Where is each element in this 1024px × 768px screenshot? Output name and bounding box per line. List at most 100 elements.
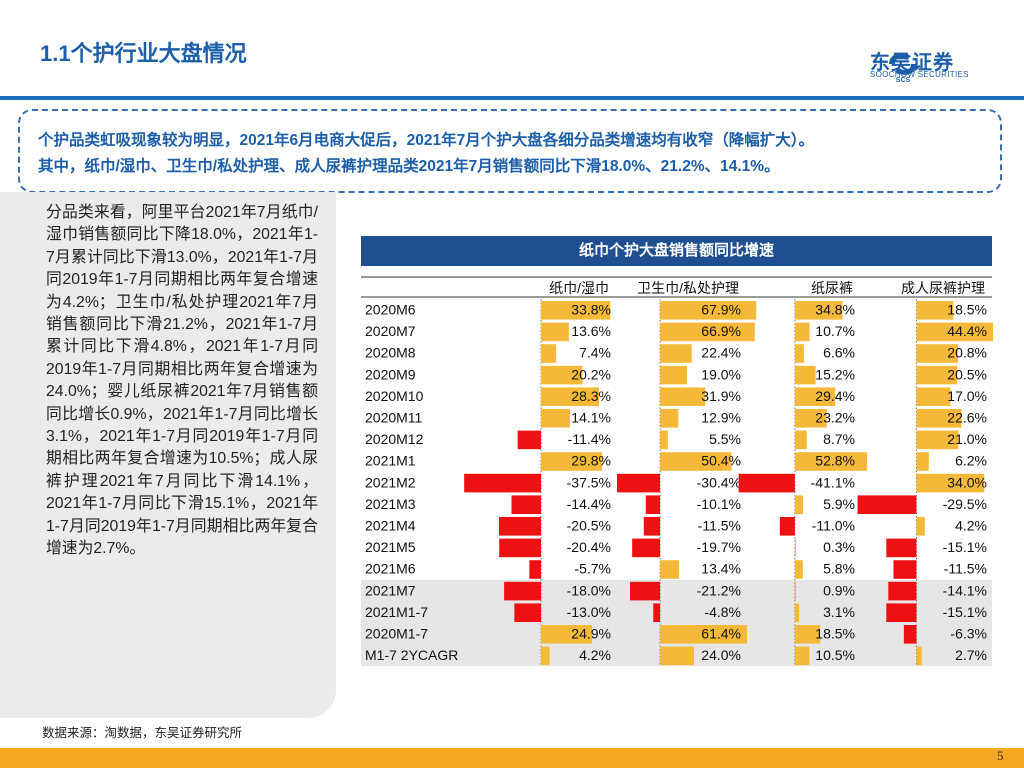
- data-label: -11.5%: [698, 518, 741, 534]
- row-label: 2021M2: [365, 474, 416, 490]
- data-label: 23.2%: [815, 410, 855, 426]
- logo-name: 东吴证券: [870, 52, 954, 74]
- data-label: 0.9%: [823, 582, 855, 598]
- bar: [660, 646, 695, 666]
- bar: [779, 517, 795, 536]
- footer-bar: [0, 748, 1024, 768]
- column-header: 成人尿裤护理: [901, 280, 985, 296]
- bar: [541, 409, 570, 428]
- data-label: 34.8%: [815, 302, 855, 318]
- data-label: 29.8%: [571, 453, 611, 469]
- bar: [514, 603, 542, 622]
- bar: [794, 495, 803, 514]
- bar: [499, 538, 542, 558]
- data-label: 20.2%: [571, 366, 611, 382]
- data-label: 13.6%: [571, 323, 611, 339]
- bar: [916, 646, 922, 666]
- data-label: 44.4%: [947, 323, 987, 339]
- data-label: 61.4%: [701, 626, 741, 642]
- bar: [794, 430, 807, 450]
- logo-subtitle: SOOCHOW SECURITIES: [870, 70, 969, 79]
- data-label: 19.0%: [701, 366, 741, 382]
- bar: [916, 430, 959, 450]
- data-label: -13.0%: [567, 604, 611, 620]
- data-label: 10.5%: [815, 647, 855, 663]
- bar: [660, 301, 757, 320]
- bar: [630, 581, 661, 601]
- bar: [794, 581, 797, 601]
- bar: [660, 322, 755, 342]
- bar: [886, 603, 917, 622]
- data-label: 5.8%: [823, 561, 855, 577]
- data-label: 10.7%: [815, 323, 855, 339]
- bar: [660, 365, 687, 385]
- data-label: 13.4%: [701, 561, 741, 577]
- data-label: 17.0%: [947, 388, 987, 404]
- data-label: 20.8%: [947, 345, 987, 361]
- data-label: -5.7%: [574, 561, 611, 577]
- data-source: 数据来源：淘数据，东吴证券研究所: [42, 726, 243, 740]
- data-label: 33.8%: [571, 302, 611, 318]
- data-label: 5.5%: [709, 431, 741, 447]
- data-label: -14.4%: [567, 496, 611, 512]
- row-label: 2021M5: [365, 539, 416, 555]
- column-header: 纸巾/湿巾: [549, 280, 609, 296]
- growth-table-chart: 纸巾/湿巾 卫生巾/私处护理 纸尿裤 成人尿裤护理 2020M6 33.8% 67.9% 34…: [361, 276, 993, 667]
- bar: [794, 625, 821, 644]
- bar: [541, 452, 603, 471]
- data-label: -14.1%: [943, 582, 987, 598]
- data-label: 15.2%: [815, 366, 855, 382]
- data-label: 5.9%: [823, 496, 855, 512]
- bar: [504, 581, 542, 601]
- bar: [916, 387, 951, 406]
- data-label: -20.5%: [567, 518, 611, 534]
- data-label: 34.0%: [947, 474, 987, 490]
- data-label: -41.1%: [811, 474, 855, 490]
- data-label: -37.5%: [567, 474, 611, 490]
- data-label: -15.1%: [943, 604, 987, 620]
- bar: [916, 517, 925, 536]
- row-label: 2020M7: [365, 323, 416, 339]
- bar: [511, 495, 542, 514]
- data-label: 14.1%: [571, 410, 611, 426]
- data-label: 18.5%: [947, 302, 987, 318]
- data-label: 4.2%: [955, 518, 987, 534]
- data-label: -4.8%: [704, 604, 741, 620]
- row-label: 2020M10: [365, 388, 424, 404]
- row-label: 2021M1: [365, 453, 416, 469]
- sidebar-panel: [0, 192, 336, 718]
- bar: [517, 430, 542, 450]
- header-rule: [0, 96, 1024, 100]
- data-label: 66.9%: [701, 323, 741, 339]
- data-label: -19.7%: [697, 539, 741, 555]
- data-label: -21.2%: [697, 582, 741, 598]
- bar: [617, 473, 661, 493]
- bar: [541, 365, 583, 385]
- data-label: 7.4%: [579, 345, 611, 361]
- bar: [916, 322, 993, 342]
- data-label: -20.4%: [567, 539, 611, 555]
- bar: [645, 495, 661, 514]
- summary-box: 个护品类虹吸现象较为明显，2021年6月电商大促后，2021年7月个护大盘各细分…: [18, 109, 1002, 193]
- sidebar-text: 分品类来看，阿里平台2021年7月纸巾/湿巾销售额同比下降18.0%，2021年…: [46, 204, 318, 558]
- bar: [660, 452, 732, 471]
- bar: [660, 344, 692, 363]
- data-label: 31.9%: [701, 388, 741, 404]
- bar: [541, 301, 611, 320]
- chart-title: 纸巾个护大盘销售额同比增速: [361, 236, 992, 266]
- bar: [643, 517, 661, 536]
- data-label: 21.0%: [947, 431, 987, 447]
- bar: [794, 538, 796, 558]
- bar: [794, 560, 803, 579]
- data-label: 50.4%: [701, 453, 741, 469]
- data-label: 29.4%: [815, 388, 855, 404]
- data-label: 2.7%: [955, 647, 987, 663]
- bar: [660, 560, 680, 579]
- bar: [794, 301, 843, 320]
- bar: [541, 387, 600, 406]
- bar: [660, 625, 748, 644]
- bar: [794, 603, 800, 622]
- data-label: -15.1%: [943, 539, 987, 555]
- data-label: 6.6%: [823, 345, 855, 361]
- data-label: 22.4%: [701, 345, 741, 361]
